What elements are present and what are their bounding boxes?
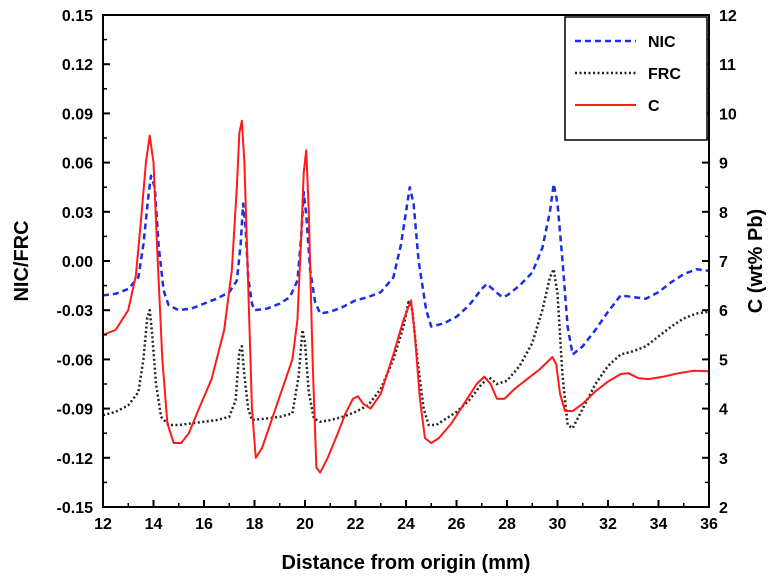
y-left-tick-label: 0.15 [62, 8, 93, 25]
y-right-tick-label: 6 [719, 303, 728, 320]
x-tick-label: 34 [650, 516, 668, 533]
series-line-nic [102, 174, 710, 356]
y-left-tick-label: 0.00 [62, 254, 93, 271]
y-right-tick-label: 2 [719, 500, 728, 517]
x-tick-label: 20 [296, 516, 314, 533]
y-axis-title-right: C (wt% Pb) [745, 209, 767, 313]
legend-label-frc: FRC [648, 66, 681, 83]
y-right-tick-label: 12 [719, 8, 737, 25]
y-right-tick-label: 3 [719, 451, 728, 468]
x-tick-label: 12 [94, 516, 112, 533]
y-left-tick-label: 0.09 [62, 106, 93, 123]
x-tick-label: 18 [246, 516, 264, 533]
y-left-tick-label: -0.15 [57, 500, 94, 517]
x-tick-label: 28 [498, 516, 516, 533]
y-left-tick-label: -0.09 [57, 402, 94, 419]
x-tick-label: 24 [397, 516, 415, 533]
y-left-tick-label: -0.03 [57, 303, 94, 320]
x-tick-label: 14 [145, 516, 163, 533]
x-tick-label: 22 [347, 516, 365, 533]
x-tick-label: 30 [549, 516, 567, 533]
legend: NIC FRC C [564, 16, 708, 141]
series-line-c [102, 119, 710, 474]
y-left-tick-label: 0.12 [62, 57, 93, 74]
x-tick-label: 16 [195, 516, 213, 533]
y-left-tick-label: -0.06 [57, 352, 94, 369]
legend-label-c: C [648, 98, 660, 115]
y-right-tick-label: 5 [719, 352, 728, 369]
y-left-tick-label: -0.12 [57, 451, 94, 468]
legend-label-nic: NIC [648, 34, 676, 51]
x-tick-label: 32 [599, 516, 617, 533]
y-right-tick-label: 4 [719, 402, 728, 419]
x-tick-label: 36 [700, 516, 718, 533]
x-axis-title: Distance from origin (mm) [282, 552, 531, 574]
ticks-layer: 12 14 16 18 20 22 24 26 28 30 32 34 36-0.15-0.12-0.0… [57, 8, 737, 533]
y-right-tick-label: 7 [719, 254, 728, 271]
y-right-tick-label: 8 [719, 205, 728, 222]
y-right-tick-label: 9 [719, 156, 728, 173]
y-right-tick-label: 11 [719, 57, 736, 74]
y-left-tick-label: 0.03 [62, 205, 93, 222]
y-right-tick-label: 10 [719, 106, 737, 123]
legend-box [564, 16, 708, 141]
series-layer [102, 119, 710, 474]
y-left-tick-label: 0.06 [62, 156, 93, 173]
y-axis-title-left: NIC/FRC [11, 220, 33, 301]
series-line-frc [102, 267, 710, 430]
x-tick-label: 26 [448, 516, 466, 533]
